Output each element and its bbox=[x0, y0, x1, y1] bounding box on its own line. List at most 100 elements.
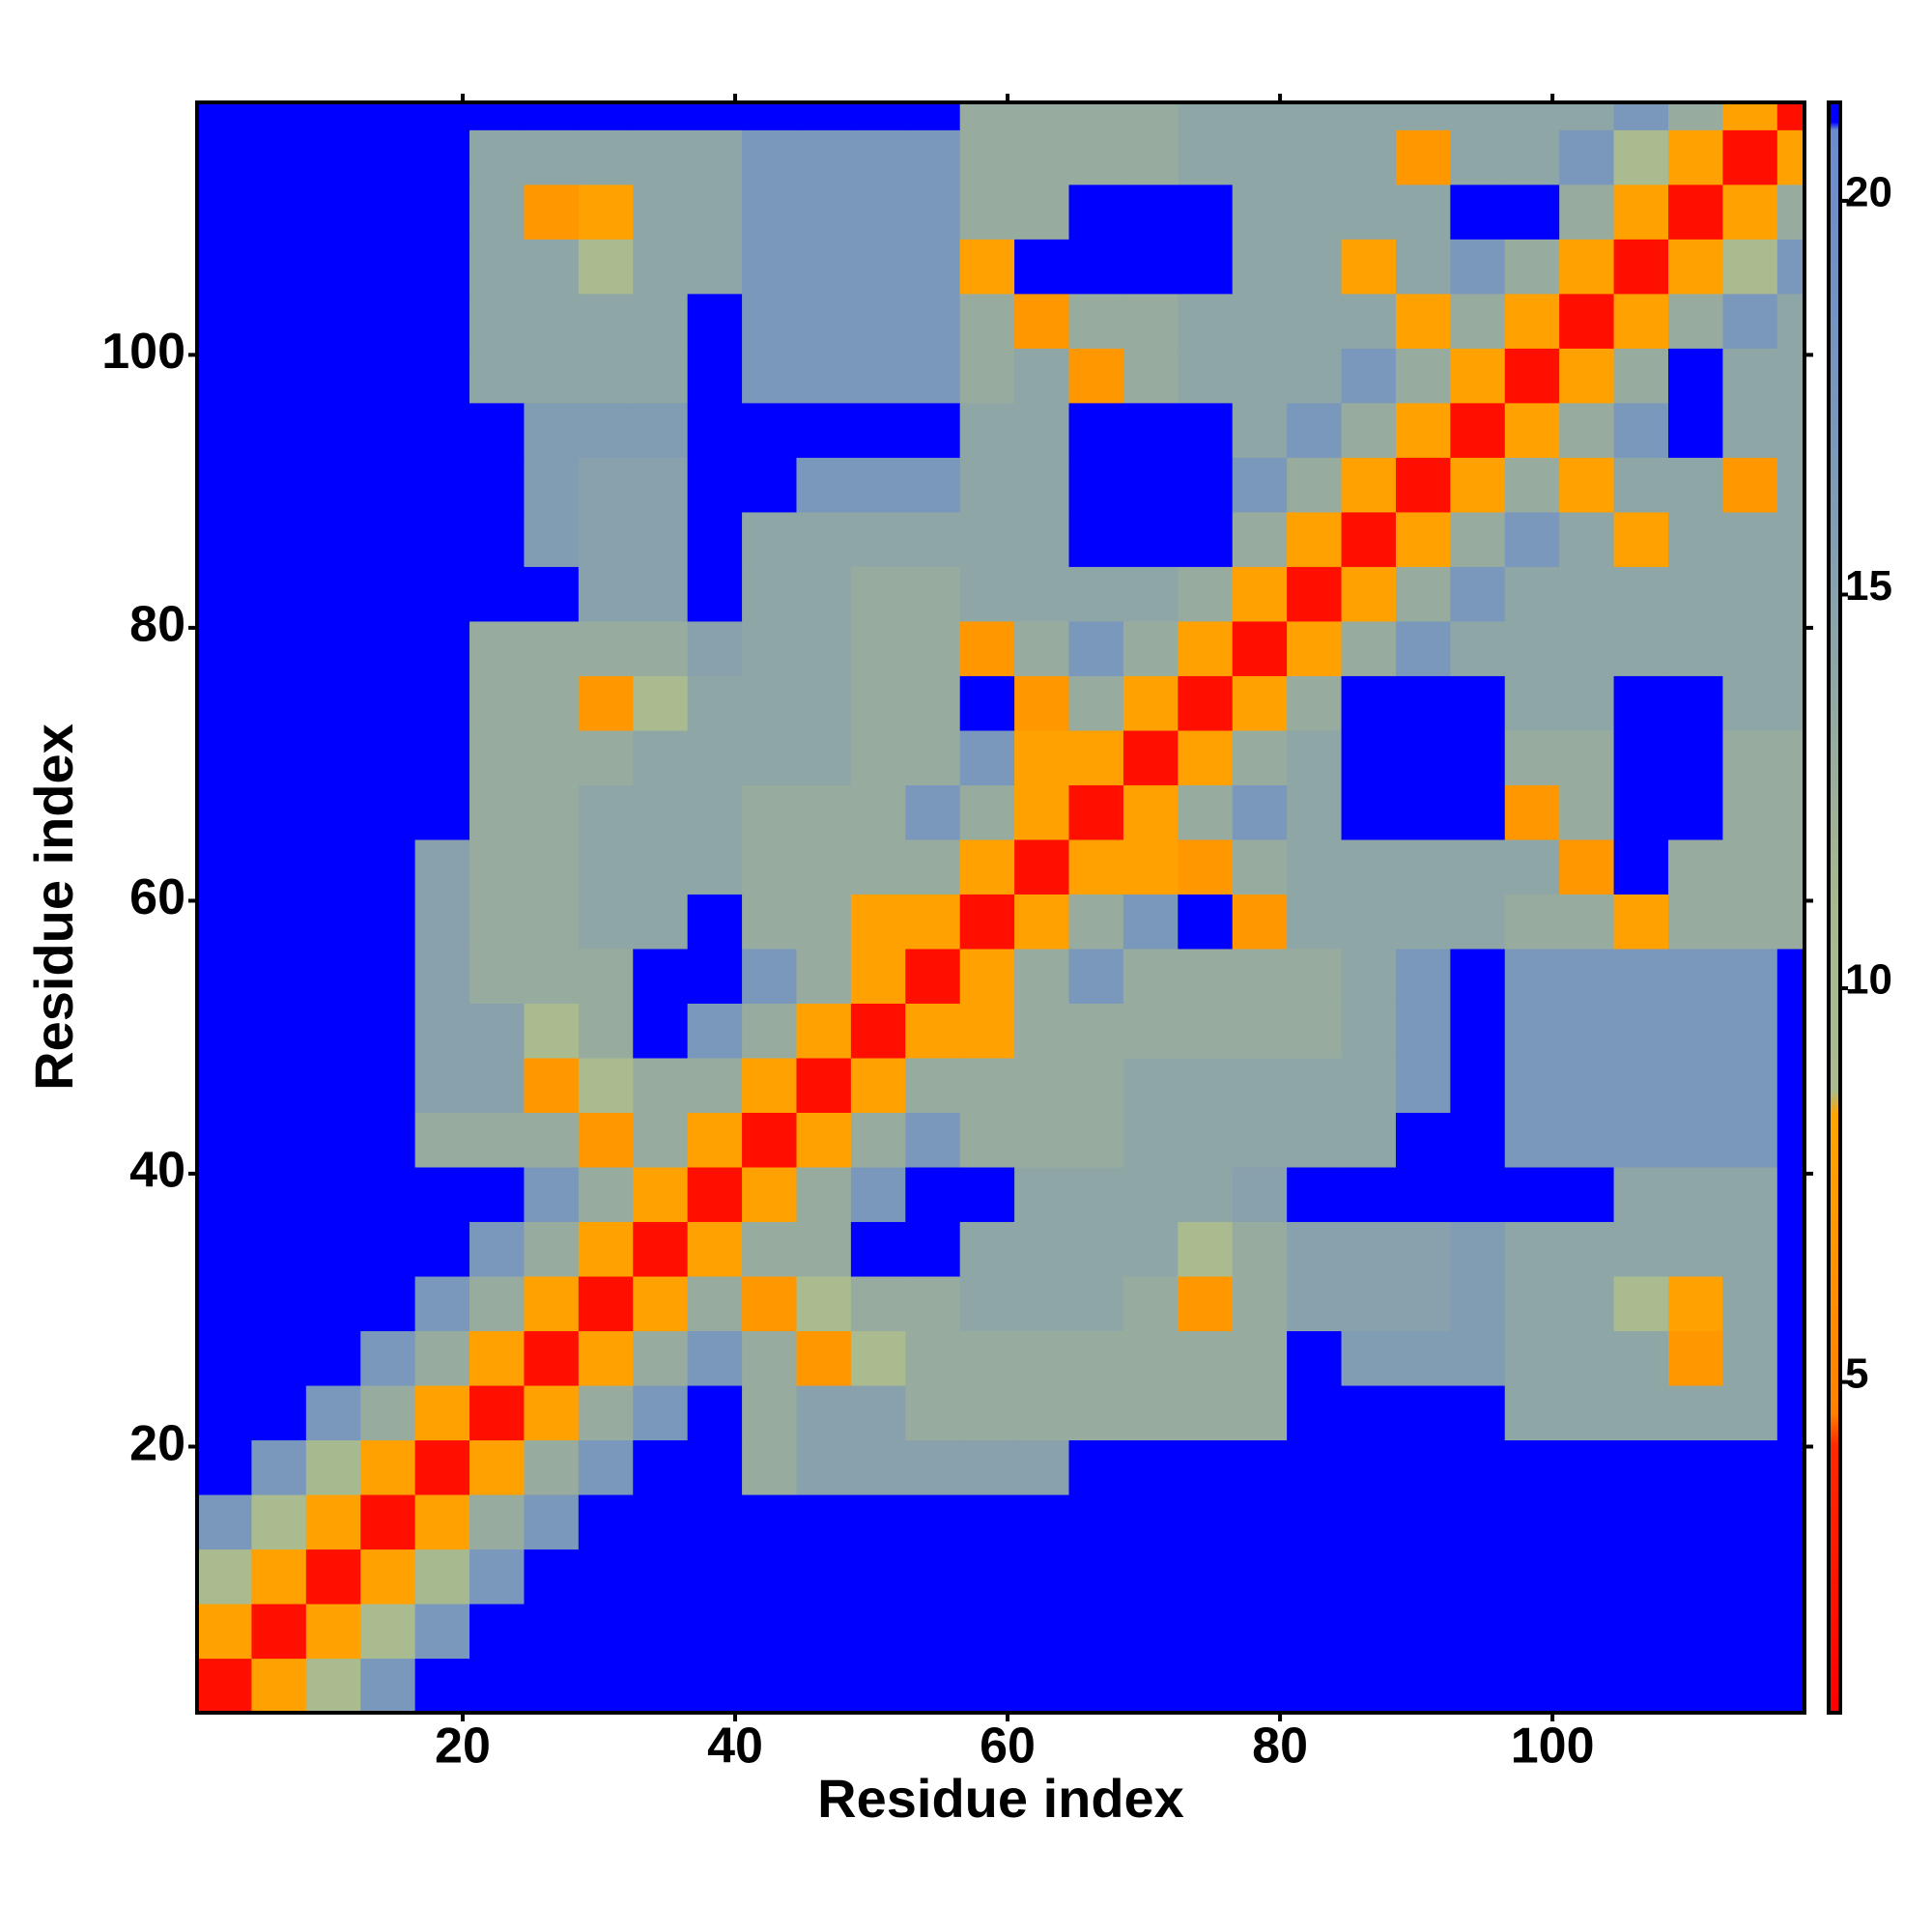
heatmap-cell bbox=[796, 894, 852, 950]
heatmap-cell bbox=[1722, 348, 1778, 404]
heatmap-cell bbox=[1776, 1057, 1804, 1114]
heatmap-cell bbox=[1613, 948, 1669, 1004]
heatmap-cell bbox=[1613, 1330, 1669, 1386]
heatmap-cell bbox=[1341, 894, 1397, 950]
heatmap-cell bbox=[1122, 184, 1179, 240]
heatmap-cell bbox=[1722, 1439, 1778, 1495]
heatmap-cell bbox=[850, 511, 906, 567]
heatmap-cell bbox=[1178, 1330, 1234, 1386]
heatmap-cell bbox=[251, 184, 307, 240]
heatmap-cell bbox=[1559, 838, 1615, 895]
heatmap-cell bbox=[687, 1439, 743, 1495]
heatmap-cell bbox=[633, 838, 689, 895]
heatmap-cell bbox=[687, 1384, 743, 1441]
heatmap-cell bbox=[524, 1439, 580, 1495]
heatmap-cell bbox=[850, 1275, 906, 1332]
heatmap-cell bbox=[742, 1603, 798, 1660]
heatmap-cell bbox=[1341, 948, 1397, 1004]
heatmap-cell bbox=[360, 402, 416, 458]
heatmap-cell bbox=[578, 838, 634, 895]
heatmap-cell bbox=[360, 102, 416, 130]
heatmap-cell bbox=[1395, 348, 1451, 404]
heatmap-cell bbox=[959, 129, 1015, 185]
heatmap-cell bbox=[1341, 729, 1397, 785]
heatmap-cell bbox=[687, 1057, 743, 1114]
heatmap-cell bbox=[1613, 838, 1669, 895]
heatmap-cell bbox=[1504, 239, 1560, 295]
heatmap-cell bbox=[524, 129, 580, 185]
heatmap-cell bbox=[633, 1548, 689, 1605]
heatmap-cell bbox=[1559, 402, 1615, 458]
heatmap-cell bbox=[305, 1112, 361, 1168]
heatmap-cell bbox=[1122, 1112, 1179, 1168]
heatmap-cell bbox=[1559, 1003, 1615, 1059]
heatmap-cell bbox=[524, 1112, 580, 1168]
heatmap-cell bbox=[1450, 1221, 1506, 1277]
heatmap-cell bbox=[1341, 1057, 1397, 1114]
heatmap-cell bbox=[1776, 102, 1804, 130]
heatmap-cell bbox=[633, 1112, 689, 1168]
heatmap-cell bbox=[1613, 457, 1669, 513]
heatmap-cell bbox=[1068, 1658, 1124, 1713]
heatmap-cell bbox=[1068, 729, 1124, 785]
heatmap-cell bbox=[850, 620, 906, 676]
x-tick-label: 80 bbox=[1252, 1719, 1308, 1775]
heatmap-cell bbox=[1122, 1057, 1179, 1114]
heatmap-cell bbox=[1287, 1658, 1343, 1713]
heatmap-cell bbox=[742, 1003, 798, 1059]
heatmap-cell bbox=[1014, 1112, 1070, 1168]
heatmap-cell bbox=[1178, 1166, 1234, 1223]
heatmap-cell bbox=[469, 1384, 526, 1441]
heatmap-cell bbox=[414, 129, 470, 185]
heatmap-cell bbox=[197, 1057, 253, 1114]
heatmap-cell bbox=[414, 511, 470, 567]
heatmap-cell bbox=[1232, 402, 1288, 458]
heatmap-cell bbox=[1504, 102, 1560, 130]
heatmap-cell bbox=[1504, 1439, 1560, 1495]
heatmap-cell bbox=[1722, 102, 1778, 130]
heatmap-cell bbox=[197, 1112, 253, 1168]
heatmap-cell bbox=[524, 894, 580, 950]
heatmap-cell bbox=[469, 1658, 526, 1713]
heatmap-cell bbox=[850, 293, 906, 349]
heatmap-cell bbox=[1450, 1493, 1506, 1550]
heatmap-cell bbox=[633, 402, 689, 458]
heatmap-cell bbox=[1014, 511, 1070, 567]
heatmap-cell bbox=[1395, 1003, 1451, 1059]
heatmap-cell bbox=[959, 838, 1015, 895]
heatmap-cell bbox=[742, 348, 798, 404]
heatmap-cell bbox=[251, 1275, 307, 1332]
heatmap-cell bbox=[305, 457, 361, 513]
heatmap-cell bbox=[1287, 402, 1343, 458]
heatmap-cell bbox=[905, 1221, 961, 1277]
heatmap-cell bbox=[1287, 948, 1343, 1004]
heatmap-cell bbox=[251, 894, 307, 950]
heatmap-cell bbox=[1559, 457, 1615, 513]
heatmap-cell bbox=[251, 402, 307, 458]
heatmap-cell bbox=[414, 1548, 470, 1605]
heatmap-cell bbox=[1450, 1330, 1506, 1386]
heatmap-cell bbox=[578, 511, 634, 567]
heatmap-cell bbox=[742, 402, 798, 458]
heatmap-cell bbox=[1667, 1603, 1723, 1660]
heatmap-cell bbox=[1068, 1057, 1124, 1114]
heatmap-cell bbox=[360, 348, 416, 404]
heatmap-cell bbox=[850, 402, 906, 458]
heatmap-cell bbox=[1450, 293, 1506, 349]
heatmap-cell bbox=[1068, 102, 1124, 130]
heatmap-cell bbox=[1287, 457, 1343, 513]
heatmap-cell bbox=[1395, 457, 1451, 513]
heatmap-cell bbox=[1068, 948, 1124, 1004]
heatmap-cell bbox=[469, 1330, 526, 1386]
heatmap-cell bbox=[1287, 511, 1343, 567]
heatmap-cell bbox=[360, 675, 416, 731]
heatmap-cell bbox=[742, 894, 798, 950]
heatmap-cell bbox=[1068, 1384, 1124, 1441]
heatmap-cell bbox=[1667, 675, 1723, 731]
heatmap-cell bbox=[524, 1548, 580, 1605]
heatmap-cell bbox=[360, 1658, 416, 1713]
heatmap-cell bbox=[469, 566, 526, 622]
heatmap-cell bbox=[1559, 948, 1615, 1004]
heatmap-cell bbox=[959, 1221, 1015, 1277]
heatmap-cell bbox=[1178, 293, 1234, 349]
